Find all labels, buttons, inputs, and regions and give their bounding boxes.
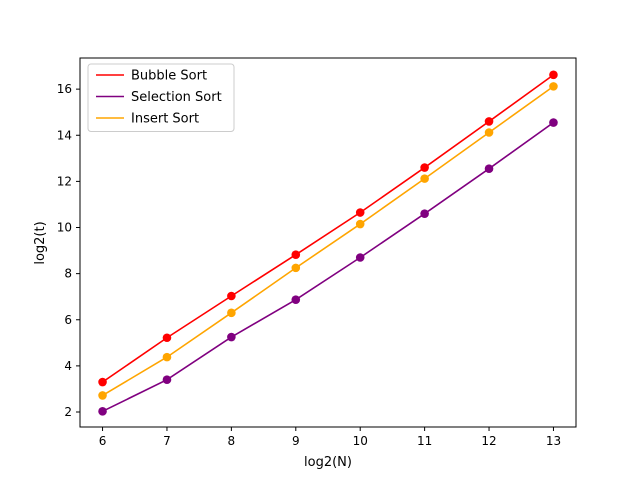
x-tick-label: 10 (353, 434, 368, 448)
data-point-insert-sort (227, 308, 236, 318)
data-point-selection-sort (98, 407, 107, 416)
x-tick-label: 8 (228, 434, 236, 448)
data-point-selection-sort (484, 164, 494, 173)
x-tick-label: 12 (481, 434, 496, 448)
data-point-insert-sort (484, 128, 494, 137)
data-point-bubble-sort (355, 208, 365, 217)
x-axis: 6 7 8 9 10 11 12 13 (99, 427, 561, 448)
y-tick-label: 4 (64, 359, 72, 373)
series-line-bubble-sort (102, 74, 554, 383)
data-point-insert-sort (355, 219, 365, 229)
data-point-selection-sort (355, 253, 365, 262)
data-point-insert-sort (98, 391, 107, 400)
data-point-selection-sort (291, 295, 301, 304)
y-axis-label: log2(t) (33, 221, 48, 264)
data-point-bubble-sort (162, 333, 172, 343)
y-tick-label: 6 (64, 313, 72, 327)
plot-frame (79, 57, 577, 428)
data-point-insert-sort (162, 352, 172, 362)
legend: Bubble Sort Selection Sort Insert Sort (87, 63, 235, 132)
legend-box (87, 63, 235, 132)
legend-label-selection-sort: Selection Sort (131, 90, 222, 105)
data-point-selection-sort (549, 118, 558, 127)
data-point-bubble-sort (98, 377, 107, 387)
data-point-insert-sort (291, 263, 301, 273)
x-tick-label: 11 (417, 434, 432, 448)
legend-label-insert-sort: Insert Sort (131, 112, 199, 127)
data-point-selection-sort (162, 375, 172, 385)
data-point-bubble-sort (420, 163, 429, 172)
x-axis-label: log2(N) (304, 455, 352, 470)
series-line-selection-sort (102, 121, 554, 413)
data-point-bubble-sort (227, 291, 236, 301)
y-tick-label: 10 (57, 221, 72, 235)
data-point-bubble-sort (291, 250, 301, 260)
y-axis: 2 4 6 8 10 12 14 16 (57, 82, 80, 419)
x-tick-label: 9 (292, 434, 300, 448)
data-point-insert-sort (420, 174, 429, 183)
y-tick-label: 8 (64, 267, 72, 281)
legend-label-bubble-sort: Bubble Sort (131, 69, 207, 84)
series-layer (98, 70, 558, 416)
x-tick-label: 6 (99, 434, 107, 448)
data-point-selection-sort (420, 209, 429, 218)
data-point-bubble-sort (484, 117, 494, 126)
x-tick-label: 7 (163, 434, 171, 448)
x-tick-label: 13 (546, 434, 561, 448)
y-tick-label: 2 (64, 405, 72, 419)
data-point-insert-sort (549, 82, 558, 91)
data-point-selection-sort (227, 332, 236, 342)
y-tick-label: 14 (57, 128, 72, 142)
data-point-bubble-sort (549, 70, 558, 80)
y-tick-label: 12 (57, 174, 72, 188)
series-line-insert-sort (102, 85, 554, 397)
y-tick-label: 16 (57, 82, 72, 96)
